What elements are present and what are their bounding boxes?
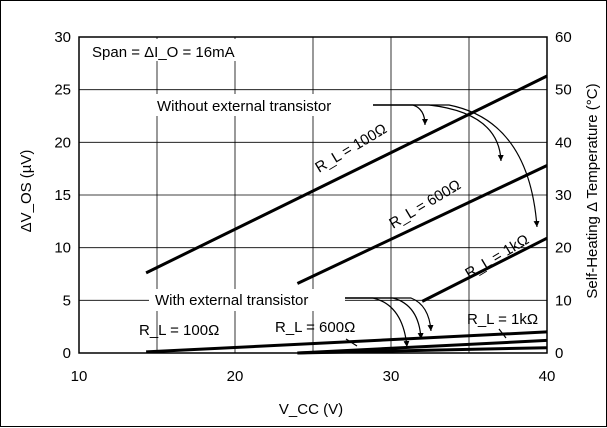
y2-tick-label: 20 <box>555 240 572 257</box>
y2-tick-label: 60 <box>555 29 572 46</box>
y2-tick-label: 30 <box>555 187 572 204</box>
leader-arrow <box>371 104 540 228</box>
label-with-100: R_L = 100Ω <box>139 322 219 339</box>
y2-tick-label: 50 <box>555 82 572 99</box>
y-tick-label: 25 <box>54 82 71 99</box>
series-line-without-2 <box>421 236 548 303</box>
x-tick-label: 40 <box>539 368 556 385</box>
leader-arrows <box>344 104 540 348</box>
y2-tick-labels: 0 10 20 30 40 50 60 <box>555 29 572 362</box>
label-leader <box>498 328 507 339</box>
series-line-without-0 <box>145 74 548 275</box>
y-tick-labels: 0 5 10 15 20 25 30 <box>54 29 71 362</box>
y-tick-label: 5 <box>63 292 71 309</box>
with-transistor-label: With external transistor <box>155 292 308 309</box>
y-axis-title: ΔV_OS (µV) <box>18 150 35 233</box>
y2-tick-label: 10 <box>555 292 572 309</box>
y-tick-label: 10 <box>54 240 71 257</box>
y-tick-label: 15 <box>54 187 71 204</box>
span-label-bg <box>87 39 267 61</box>
label-leader <box>345 338 358 347</box>
y2-tick-label: 40 <box>555 134 572 151</box>
series-line-with-3 <box>146 330 548 354</box>
series-line-without-1 <box>296 164 548 285</box>
y-tick-label: 30 <box>54 29 71 46</box>
x-tick-label: 10 <box>71 368 88 385</box>
series-lines <box>145 74 548 355</box>
label-with-1k: R_L = 1kΩ <box>467 311 538 328</box>
y2-tick-label: 0 <box>555 345 563 362</box>
x-tick-label: 20 <box>227 368 244 385</box>
leader-arrow <box>371 104 504 162</box>
with-label-bg <box>149 289 345 311</box>
series-line-with-5 <box>297 346 548 355</box>
x-tick-label: 30 <box>383 368 400 385</box>
x-axis-title: V_CC (V) <box>279 401 343 418</box>
label-without-100: R_L = 100Ω <box>312 121 390 177</box>
y-tick-label: 20 <box>54 134 71 151</box>
x-tick-labels: 10 20 30 40 <box>71 368 556 385</box>
leader-arrow <box>344 297 424 340</box>
without-transistor-label: Without external transistor <box>157 98 331 115</box>
without-label-bg <box>151 94 373 116</box>
label-with-600: R_L = 600Ω <box>275 319 355 336</box>
label-without-1k: R_L = 1kΩ <box>462 231 532 282</box>
y-tick-label: 0 <box>63 345 71 362</box>
y2-axis-title: Self-Heating Δ Temperature (°C) <box>584 83 601 298</box>
leader-arrow <box>344 297 434 332</box>
span-label: Span = ΔI_O = 16mA <box>92 44 235 61</box>
